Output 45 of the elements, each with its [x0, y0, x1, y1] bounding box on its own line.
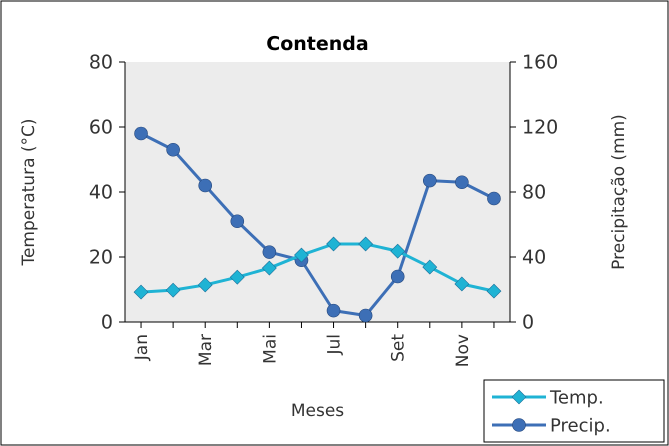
- x-tick-label: Nov: [452, 334, 473, 368]
- x-axis-title: Meses: [290, 401, 344, 421]
- y-tick-label: 0: [100, 312, 113, 334]
- y-tick-label: 40: [88, 182, 113, 204]
- y2-tick-label: 160: [522, 52, 558, 74]
- x-tick-label: Mai: [260, 334, 280, 364]
- y2-tick-label: 0: [522, 312, 534, 334]
- y2-tick-label: 120: [522, 116, 558, 139]
- point: [390, 244, 406, 258]
- point: [166, 282, 180, 298]
- point: [262, 260, 277, 276]
- point: [358, 236, 373, 252]
- point: [358, 308, 372, 322]
- y-axis-title: Temperatura (°C): [19, 118, 39, 267]
- point: [134, 284, 148, 300]
- point: [455, 175, 469, 190]
- point: [198, 278, 213, 292]
- y-tick-label: 20: [88, 246, 113, 269]
- point: [198, 178, 212, 192]
- y2-tick-label: 40: [522, 246, 546, 269]
- point: [422, 174, 437, 188]
- point: [486, 284, 502, 298]
- point: [230, 270, 245, 284]
- chart-title: Contenda: [266, 33, 369, 55]
- point: [230, 214, 244, 228]
- y2-axis-title: Precipitação (mm): [609, 114, 629, 270]
- y2-tick-label: 80: [522, 182, 546, 204]
- point: [422, 260, 438, 274]
- x-tick-label: Set: [388, 334, 409, 362]
- legend-label: Temp.: [549, 387, 604, 408]
- point: [390, 270, 405, 284]
- point: [262, 245, 276, 259]
- legend-label: Precip.: [550, 415, 611, 436]
- point: [294, 248, 309, 262]
- x-tick-label: Mar: [196, 334, 216, 366]
- point: [326, 304, 340, 318]
- point: [166, 142, 180, 157]
- point: [326, 236, 341, 252]
- y-tick-label: 80: [88, 52, 113, 74]
- y-tick-label: 60: [88, 116, 113, 139]
- point: [134, 126, 148, 140]
- point: [454, 276, 470, 292]
- point: [487, 192, 501, 206]
- x-tick-label: Jan: [132, 334, 152, 362]
- x-tick-label: Jul: [324, 334, 345, 356]
